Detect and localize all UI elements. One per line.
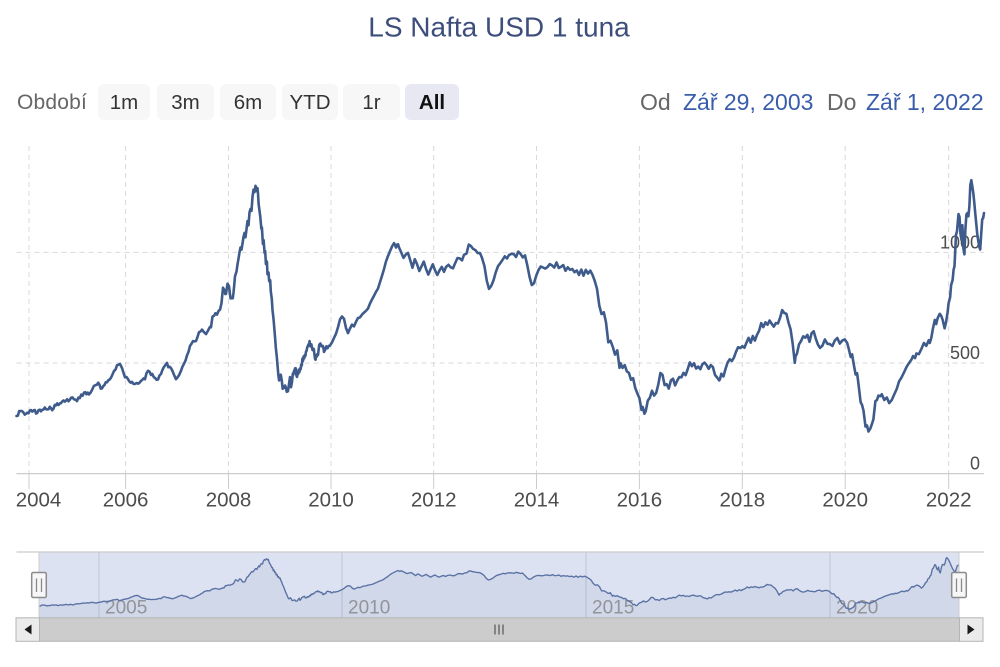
svg-text:2020: 2020 bbox=[822, 489, 868, 512]
svg-text:1000: 1000 bbox=[940, 233, 980, 253]
svg-text:Od: Od bbox=[640, 89, 671, 115]
svg-text:3m: 3m bbox=[171, 91, 199, 114]
svg-text:2010: 2010 bbox=[348, 598, 390, 619]
svg-text:2010: 2010 bbox=[308, 489, 354, 512]
svg-text:6m: 6m bbox=[234, 91, 262, 114]
svg-text:2004: 2004 bbox=[16, 489, 62, 512]
svg-text:Období: Období bbox=[17, 91, 87, 114]
svg-text:500: 500 bbox=[950, 343, 980, 363]
svg-text:2014: 2014 bbox=[514, 489, 560, 512]
svg-text:2012: 2012 bbox=[411, 489, 457, 512]
svg-text:2005: 2005 bbox=[105, 598, 147, 619]
svg-text:Do: Do bbox=[827, 89, 856, 115]
svg-text:1m: 1m bbox=[110, 91, 138, 114]
svg-text:YTD: YTD bbox=[290, 91, 331, 114]
svg-text:Zář 1, 2022: Zář 1, 2022 bbox=[866, 89, 984, 115]
svg-text:0: 0 bbox=[970, 454, 980, 474]
svg-text:All: All bbox=[419, 91, 445, 114]
svg-text:LS Nafta USD 1 tuna: LS Nafta USD 1 tuna bbox=[368, 12, 630, 43]
svg-text:2008: 2008 bbox=[206, 489, 252, 512]
svg-text:2022: 2022 bbox=[926, 489, 972, 512]
svg-text:2018: 2018 bbox=[719, 489, 765, 512]
svg-text:1r: 1r bbox=[362, 91, 380, 114]
svg-text:2006: 2006 bbox=[103, 489, 149, 512]
svg-text:Zář 29, 2003: Zář 29, 2003 bbox=[683, 89, 813, 115]
svg-text:2015: 2015 bbox=[592, 598, 634, 619]
svg-text:2016: 2016 bbox=[617, 489, 663, 512]
